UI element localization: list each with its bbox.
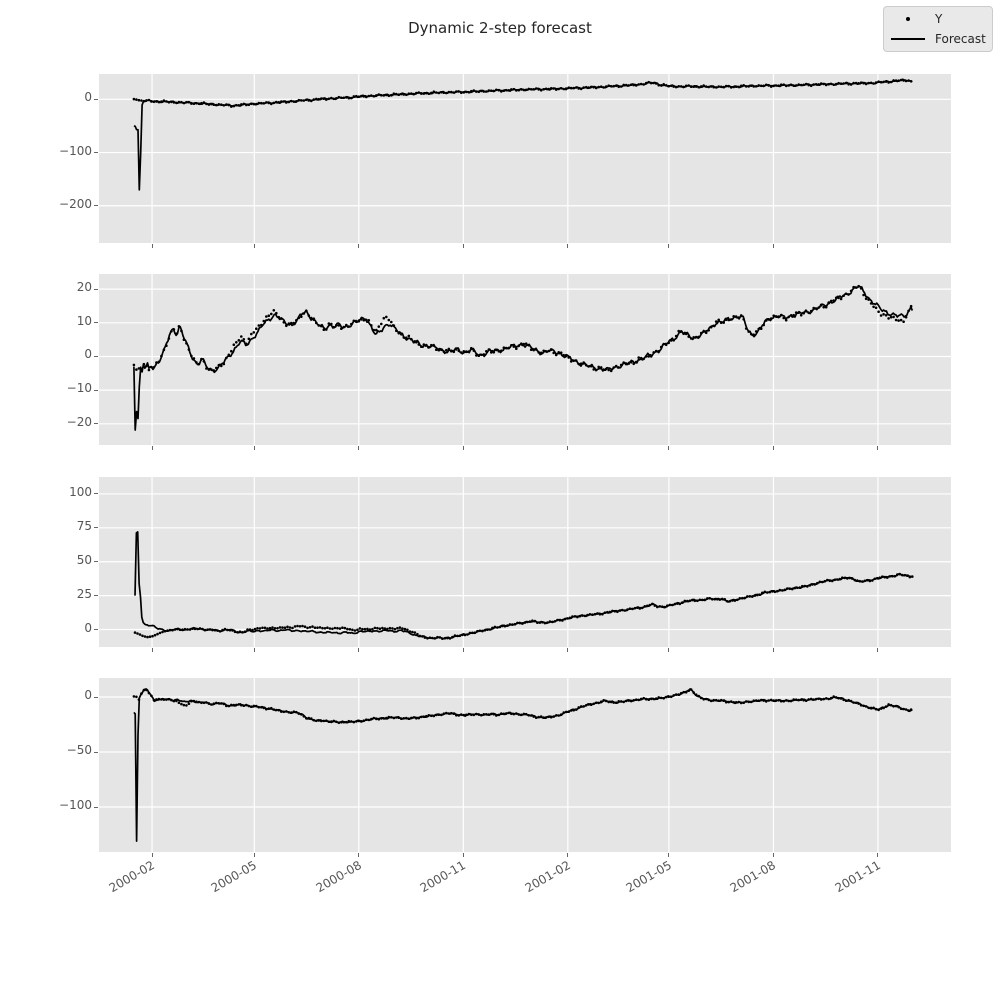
x-tick-mark — [772, 648, 774, 652]
panel-3-ytick-label: 25 — [76, 586, 92, 601]
forecast-line — [134, 531, 913, 640]
y-series-dots — [132, 284, 913, 373]
y-tick-mark — [94, 493, 98, 495]
x-tick-mark — [358, 648, 360, 652]
panel-1-ytick-label: −100 — [59, 143, 92, 158]
legend-item-forecast: Forecast — [884, 29, 992, 49]
panel-4-ytick-label: −100 — [59, 798, 92, 812]
x-tick-mark — [668, 244, 670, 248]
y-tick-mark — [94, 527, 98, 529]
x-tick-mark — [253, 853, 255, 857]
xtick-label: 2000-11 — [417, 858, 469, 896]
x-tick-mark — [877, 446, 879, 450]
x-tick-mark — [668, 648, 670, 652]
x-tick-mark — [358, 853, 360, 857]
chart-title: Dynamic 2-step forecast — [408, 19, 592, 37]
x-tick-mark — [462, 648, 464, 652]
y-tick-mark — [94, 288, 98, 290]
forecast-line — [133, 285, 914, 431]
panel-2-plot-area — [99, 274, 951, 445]
x-tick-mark — [358, 244, 360, 248]
legend: Y Forecast — [883, 6, 993, 52]
legend-marker-area — [890, 38, 926, 40]
y-tick-mark — [94, 355, 98, 357]
y-tick-mark — [94, 629, 98, 630]
x-tick-mark — [462, 853, 464, 857]
xtick-label: 2001-05 — [623, 858, 674, 896]
y-tick-mark — [94, 152, 98, 154]
panel-2: 20 10 0 −10 −20 — [67, 274, 951, 450]
x-tick-mark — [877, 853, 879, 857]
xtick-label: 2000-02 — [106, 858, 158, 896]
panel-2-ytick-label: 10 — [76, 313, 92, 328]
panel-2-ytick-label: 0 — [84, 347, 92, 362]
y-series-dots — [133, 572, 914, 640]
y-tick-mark — [94, 423, 98, 425]
x-tick-mark — [253, 244, 255, 248]
x-tick-mark — [462, 244, 464, 248]
x-tick-mark — [772, 446, 774, 450]
x-tick-mark — [567, 648, 569, 652]
x-tick-mark — [253, 446, 255, 450]
y-tick-mark — [94, 595, 98, 597]
x-tick-mark — [668, 853, 670, 857]
x-tick-mark — [151, 853, 153, 857]
x-tick-mark — [151, 648, 153, 652]
x-tick-mark — [668, 446, 670, 450]
panel-1: 0 −100 −200 — [59, 74, 951, 248]
y-tick-mark — [94, 806, 98, 808]
panel-4-plot-area — [99, 678, 951, 852]
x-tick-mark — [358, 446, 360, 450]
y-tick-mark — [94, 751, 98, 753]
legend-item-y: Y — [884, 9, 992, 29]
panel-2-ytick-label: 20 — [76, 280, 92, 295]
x-tick-mark — [567, 853, 569, 857]
panel-1-ytick-label: 0 — [84, 90, 92, 105]
panel-3-ytick-label: 50 — [76, 552, 92, 567]
y-tick-mark — [94, 696, 98, 698]
legend-label-forecast: Forecast — [935, 32, 986, 46]
x-tick-mark — [253, 648, 255, 652]
xtick-label: 2000-08 — [313, 858, 364, 896]
panel-2-ytick-label: −20 — [66, 414, 92, 429]
x-tick-mark — [772, 853, 774, 857]
line-marker-icon — [891, 38, 925, 40]
y-tick-mark — [94, 389, 98, 391]
y-tick-mark — [94, 205, 98, 207]
y-series-dots — [132, 688, 913, 725]
x-tick-mark — [567, 446, 569, 450]
panel-3-ytick-label: 100 — [69, 484, 92, 499]
xtick-label: 2001-08 — [728, 858, 779, 896]
x-tick-mark — [151, 244, 153, 248]
xtick-label: 2001-02 — [522, 858, 573, 896]
xtick-label: 2000-05 — [208, 858, 260, 896]
panel-3-ytick-label: 75 — [76, 518, 92, 533]
legend-label-y: Y — [935, 12, 943, 26]
x-tick-mark — [877, 648, 879, 652]
panel-3-ytick-label: 0 — [84, 620, 92, 635]
x-tick-mark — [772, 244, 774, 248]
panel-1-ytick-label: −200 — [59, 196, 92, 211]
x-tick-mark — [462, 446, 464, 450]
y-tick-mark — [94, 322, 98, 324]
y-tick-mark — [94, 561, 98, 563]
y-series-dots — [132, 78, 913, 108]
x-tick-mark — [877, 244, 879, 248]
forecast-line — [133, 78, 913, 191]
x-tick-mark — [567, 244, 569, 248]
xtick-label: 2001-11 — [832, 858, 883, 896]
panel-1-plot-area — [99, 74, 951, 243]
panel-4: 0 −50 −100 — [59, 678, 951, 857]
y-tick-mark — [94, 98, 98, 100]
panel-4-ytick-label: 0 — [84, 688, 92, 703]
dot-marker-icon — [906, 17, 910, 21]
forecast-line — [133, 688, 913, 842]
panel-3: 100 75 50 25 0 — [69, 477, 951, 652]
legend-marker-area — [890, 17, 926, 21]
x-tick-mark — [151, 446, 153, 450]
panel-2-ytick-label: −10 — [66, 381, 92, 396]
panel-4-ytick-label: −50 — [66, 743, 92, 758]
panel-3-plot-area — [99, 477, 951, 647]
